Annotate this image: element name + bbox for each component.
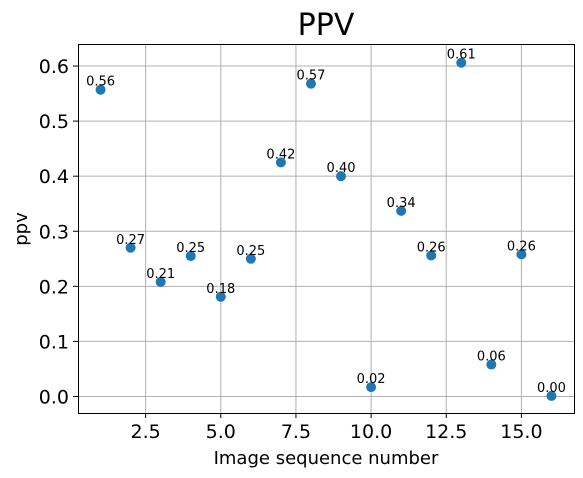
- data-point: [155, 276, 166, 287]
- x-tick-label: 7.5: [281, 421, 311, 443]
- data-point: [95, 84, 106, 95]
- data-point: [305, 78, 316, 89]
- y-tick-label: 0.2: [39, 276, 69, 298]
- grid: [78, 44, 574, 413]
- plot-frame: [78, 44, 575, 414]
- y-tick-label: 0.6: [39, 56, 69, 78]
- x-tick-label: 12.5: [425, 421, 467, 443]
- data-point: [245, 253, 256, 264]
- data-label: 0.02: [357, 372, 386, 387]
- data-label: 0.57: [296, 69, 325, 84]
- x-tick-label: 2.5: [131, 421, 161, 443]
- data-point: [546, 390, 557, 401]
- data-label: 0.26: [507, 239, 536, 254]
- data-label: 0.21: [146, 267, 175, 282]
- data-point: [336, 171, 347, 182]
- data-point: [125, 242, 136, 253]
- x-axis: 2.5 5.0 7.5 10.0 12.5 15.0: [131, 413, 543, 443]
- data-label: 0.26: [417, 240, 446, 255]
- chart-title: PPV: [298, 8, 355, 43]
- x-tick-label: 5.0: [206, 421, 236, 443]
- data-label: 0.18: [206, 282, 235, 297]
- y-tick-label: 0.1: [39, 331, 69, 353]
- x-axis-label: Image sequence number: [214, 448, 439, 469]
- data-point: [426, 250, 437, 261]
- data-point: [185, 251, 196, 262]
- y-tick-label: 0.5: [39, 111, 69, 133]
- data-label: 0.00: [537, 381, 566, 396]
- data-label: 0.42: [266, 147, 295, 162]
- data-point: [366, 382, 377, 393]
- y-tick-label: 0.0: [39, 386, 69, 408]
- data-point: [396, 205, 407, 216]
- data-label: 0.25: [236, 244, 265, 259]
- y-tick-label: 0.3: [39, 221, 69, 243]
- data-label: 0.34: [387, 196, 416, 211]
- data-points: [95, 57, 557, 401]
- data-label: 0.61: [447, 48, 476, 63]
- data-point: [456, 57, 467, 68]
- data-label: 0.06: [477, 350, 506, 365]
- y-axis: 0.0 0.1 0.2 0.3 0.4 0.5 0.6: [39, 56, 78, 408]
- data-point: [486, 359, 497, 370]
- x-tick-label: 15.0: [500, 421, 542, 443]
- data-label: 0.27: [116, 233, 145, 248]
- data-labels: 0.560.270.210.250.180.250.420.570.400.02…: [86, 48, 566, 396]
- data-point: [215, 291, 226, 302]
- data-label: 0.40: [327, 161, 356, 176]
- x-tick-label: 10.0: [350, 421, 392, 443]
- data-label: 0.56: [86, 75, 115, 90]
- y-tick-label: 0.4: [39, 166, 69, 188]
- data-label: 0.25: [176, 241, 205, 256]
- y-axis-label: ppv: [11, 212, 32, 246]
- data-point: [275, 157, 286, 168]
- data-point: [516, 249, 527, 260]
